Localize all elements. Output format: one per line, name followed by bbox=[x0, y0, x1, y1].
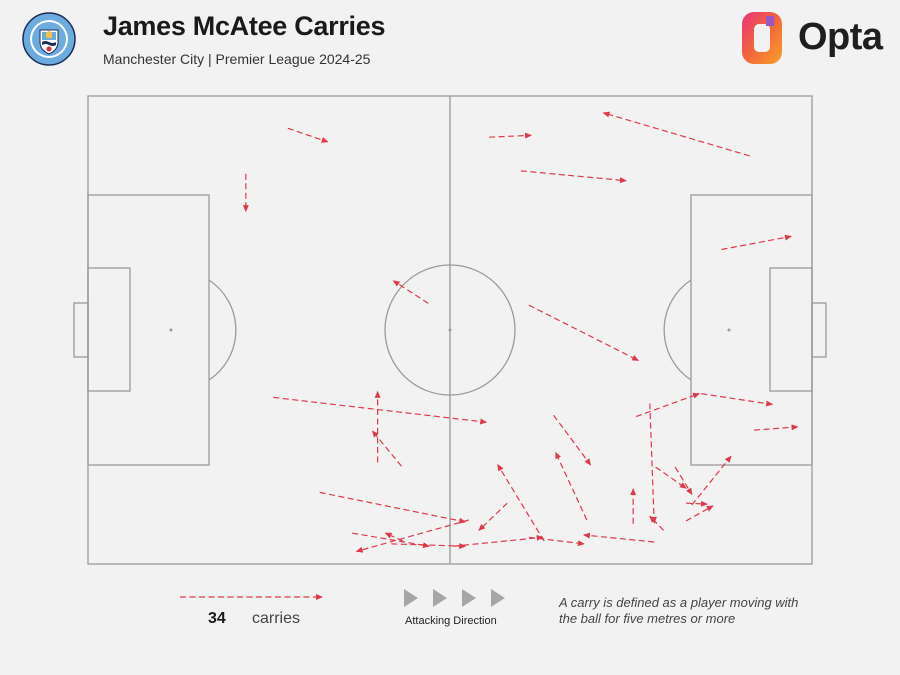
carry-count-label: carries bbox=[252, 610, 301, 627]
carry-arrow-25 bbox=[497, 463, 545, 542]
right-goal bbox=[811, 302, 827, 358]
right-penalty-spot bbox=[727, 328, 731, 332]
opta-wordmark: Opta bbox=[798, 16, 883, 58]
left-goal bbox=[73, 302, 89, 358]
legend-carry-arrow bbox=[180, 594, 323, 600]
carry-arrow-5 bbox=[520, 170, 627, 184]
carry-arrow-21 bbox=[691, 455, 732, 506]
carry-count: 34 bbox=[208, 610, 226, 627]
carry-arrows bbox=[242, 111, 799, 553]
carry-arrow-34 bbox=[384, 532, 404, 542]
left-six-yard-box bbox=[87, 267, 131, 392]
right-penalty-arc bbox=[663, 279, 692, 381]
left-penalty-area bbox=[87, 194, 210, 466]
carry-arrow-12 bbox=[553, 414, 592, 466]
centre-spot bbox=[448, 328, 452, 332]
page-title: James McAtee Carries bbox=[103, 11, 386, 41]
carry-arrow-9 bbox=[273, 396, 488, 425]
left-penalty-spot bbox=[169, 328, 173, 332]
manchester-city-crest-icon bbox=[22, 12, 76, 66]
carry-arrow-29 bbox=[352, 532, 430, 549]
carry-arrow-14 bbox=[701, 393, 774, 407]
carry-arrow-23 bbox=[649, 515, 665, 531]
centre-circle bbox=[384, 264, 516, 396]
left-penalty-arc bbox=[208, 279, 237, 381]
carry-arrow-19 bbox=[685, 500, 709, 507]
carry-arrow-30 bbox=[391, 543, 467, 550]
carry-arrow-18 bbox=[674, 466, 693, 496]
carry-arrow-16 bbox=[649, 403, 657, 524]
carry-arrow-28 bbox=[355, 519, 469, 553]
carry-arrow-24 bbox=[555, 451, 588, 521]
carry-arrow-26 bbox=[478, 502, 508, 531]
carry-arrow-1 bbox=[287, 127, 329, 143]
right-penalty-area bbox=[690, 194, 813, 466]
attacking-direction-label: Attacking Direction bbox=[405, 615, 497, 627]
carry-arrow-4 bbox=[602, 111, 750, 157]
page-subtitle: Manchester City | Premier League 2024-25 bbox=[103, 51, 371, 67]
carry-arrow-7 bbox=[392, 280, 429, 304]
carry-arrow-31 bbox=[453, 534, 544, 547]
carry-arrow-15 bbox=[754, 424, 799, 431]
pitch-markings bbox=[73, 95, 827, 565]
opta-logo-icon bbox=[742, 12, 782, 64]
carry-arrow-17 bbox=[655, 466, 687, 489]
carry-arrow-33 bbox=[582, 532, 655, 543]
attacking-direction-icon bbox=[404, 589, 505, 607]
carry-arrow-13 bbox=[635, 392, 700, 418]
carry-arrow-32 bbox=[528, 536, 585, 547]
right-six-yard-box bbox=[769, 267, 813, 392]
carry-arrow-3 bbox=[489, 132, 533, 139]
carry-arrow-8 bbox=[528, 304, 640, 361]
carry-arrow-11 bbox=[371, 430, 402, 467]
carry-definition-note: A carry is defined as a player moving wi… bbox=[559, 595, 799, 626]
carry-arrow-27 bbox=[319, 491, 467, 524]
carry-arrow-20 bbox=[685, 505, 714, 522]
carry-arrow-6 bbox=[721, 234, 792, 251]
